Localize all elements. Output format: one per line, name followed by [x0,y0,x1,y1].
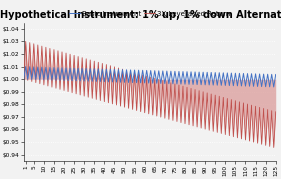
3X Leveraged Return [24,40,27,43]
Title: Hypothetical Instrument: 1% up, 1% down Alternating: Hypothetical Instrument: 1% up, 1% down … [0,10,281,20]
3X Leveraged Return [191,125,195,127]
Basic Instrument [89,67,92,70]
Line: 3X Leveraged Return: 3X Leveraged Return [24,42,276,147]
3X Leveraged Return [272,146,275,149]
Basic Instrument [22,78,25,80]
Basic Instrument [173,70,176,72]
3X Leveraged Return [22,78,25,80]
3X Leveraged Return [143,112,146,114]
3X Leveraged Return [173,83,176,85]
Basic Instrument [24,66,27,68]
3X Leveraged Return [89,59,92,61]
Legend: Basic Instrument, 3X Leveraged Return: Basic Instrument, 3X Leveraged Return [66,8,233,20]
Basic Instrument [191,83,195,86]
3X Leveraged Return [40,45,44,47]
Basic Instrument [274,73,277,76]
Line: Basic Instrument: Basic Instrument [24,67,276,87]
3X Leveraged Return [179,122,183,124]
Basic Instrument [143,82,146,84]
Basic Instrument [179,83,183,85]
3X Leveraged Return [274,111,277,113]
Basic Instrument [272,86,275,88]
Basic Instrument [40,66,44,68]
